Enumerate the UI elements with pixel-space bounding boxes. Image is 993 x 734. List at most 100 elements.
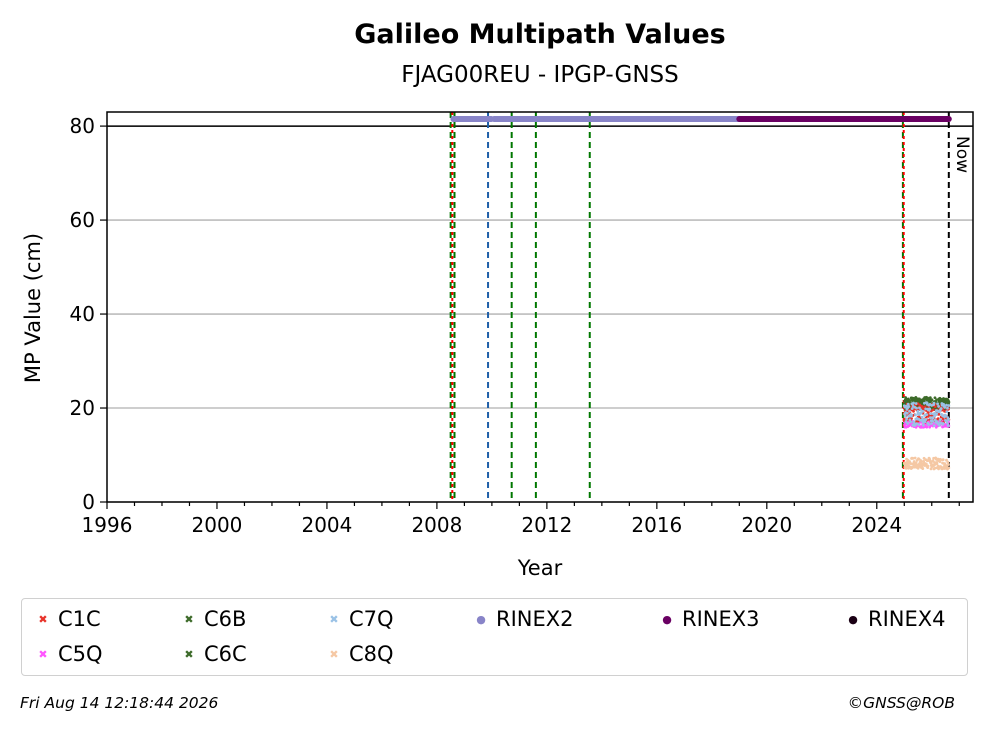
y-tick-label: 40 bbox=[70, 302, 95, 326]
mp-point bbox=[904, 466, 908, 470]
mp-point bbox=[928, 396, 932, 400]
mp-point bbox=[912, 396, 915, 400]
credit-text: ©GNSS@ROB bbox=[847, 694, 955, 712]
chart-subtitle: FJAG00REU - IPGP-GNSS bbox=[401, 62, 679, 88]
rinex-point bbox=[945, 116, 952, 123]
mp-point bbox=[904, 396, 907, 399]
timestamp-text: Fri Aug 14 12:18:44 2026 bbox=[20, 694, 219, 712]
mp-point bbox=[939, 458, 943, 462]
mp-point bbox=[919, 411, 923, 415]
mp-point bbox=[944, 414, 948, 418]
mp-point bbox=[939, 407, 943, 410]
dot-marker-icon: ● bbox=[662, 613, 672, 626]
legend-item: ✖ C5Q bbox=[36, 642, 103, 667]
multipath-chart: Galileo Multipath Values FJAG00REU - IPG… bbox=[21, 19, 974, 580]
mp-point bbox=[913, 456, 917, 460]
y-tick-label: 60 bbox=[70, 208, 95, 232]
x-tick-label: 2012 bbox=[521, 513, 572, 537]
mp-point bbox=[915, 422, 919, 426]
mp-point bbox=[906, 422, 909, 425]
mp-point bbox=[911, 456, 915, 460]
x-tick-label: 2008 bbox=[411, 513, 462, 537]
mp-point bbox=[918, 406, 921, 410]
mp-point bbox=[921, 409, 925, 413]
legend-label: C7Q bbox=[349, 607, 394, 631]
x-tick-label: 2000 bbox=[192, 513, 243, 537]
mp-point bbox=[945, 398, 949, 401]
mp-point bbox=[907, 405, 911, 408]
legend-label: C6B bbox=[204, 607, 247, 631]
y-tick-label: 80 bbox=[70, 114, 95, 138]
legend-item: ✖ C8Q bbox=[327, 642, 394, 667]
now-label: Now bbox=[952, 136, 972, 173]
mp-point bbox=[929, 422, 933, 425]
legend-item: ✖ C6B bbox=[182, 607, 246, 632]
mp-point bbox=[910, 407, 914, 411]
mp-point bbox=[926, 464, 930, 468]
y-tick-label: 0 bbox=[82, 490, 95, 514]
mp-point bbox=[914, 461, 918, 465]
dot-marker-icon: ● bbox=[476, 613, 486, 626]
mp-point bbox=[947, 400, 951, 404]
mp-point bbox=[910, 413, 913, 417]
mp-point bbox=[912, 409, 915, 413]
mp-point bbox=[935, 398, 939, 402]
mp-point bbox=[929, 467, 933, 471]
mp-point bbox=[945, 403, 948, 407]
mp-point bbox=[931, 416, 935, 420]
mp-point bbox=[926, 411, 930, 414]
mp-point bbox=[905, 417, 908, 421]
chart-title: Galileo Multipath Values bbox=[354, 19, 726, 50]
mp-point bbox=[906, 402, 910, 406]
mp-point bbox=[921, 467, 925, 470]
mp-point bbox=[937, 404, 940, 408]
mp-point bbox=[922, 423, 925, 427]
legend-item: ● RINEX3 bbox=[660, 607, 760, 632]
mp-point bbox=[937, 412, 941, 416]
mp-point bbox=[903, 414, 907, 418]
legend-item: ✖ C7Q bbox=[327, 607, 394, 632]
mp-point bbox=[946, 460, 950, 464]
event-lines: Now bbox=[449, 112, 972, 502]
legend-label: RINEX3 bbox=[682, 607, 760, 631]
mp-point bbox=[937, 423, 941, 427]
grid-lines bbox=[107, 125, 973, 503]
mp-point bbox=[915, 406, 918, 410]
mp-point bbox=[926, 396, 930, 400]
mp-point bbox=[941, 422, 945, 425]
x-tick-label: 2024 bbox=[851, 513, 902, 537]
legend-item: ✖ C6C bbox=[182, 642, 246, 667]
mp-point bbox=[914, 402, 918, 405]
cross-marker-icon: ✖ bbox=[329, 613, 339, 626]
cross-marker-icon: ✖ bbox=[184, 648, 194, 661]
mp-point bbox=[935, 420, 939, 423]
mp-point bbox=[930, 398, 934, 402]
mp-point bbox=[945, 421, 949, 424]
mp-point bbox=[908, 399, 911, 403]
legend-item: ✖ C1C bbox=[36, 607, 100, 632]
mp-point bbox=[904, 420, 908, 423]
x-tick-label: 2016 bbox=[631, 513, 682, 537]
mp-point bbox=[947, 466, 951, 470]
mp-point bbox=[946, 424, 950, 427]
mp-point bbox=[919, 408, 923, 412]
legend-label: C5Q bbox=[58, 642, 103, 666]
cross-marker-icon: ✖ bbox=[329, 648, 339, 661]
mp-point bbox=[912, 421, 916, 425]
mp-point bbox=[933, 405, 937, 408]
x-tick-label: 2020 bbox=[741, 513, 792, 537]
axes: 1996 2000 2004 2008 2012 2016 2020 2024 0 20 40 60 8… bbox=[70, 111, 974, 537]
legend-label: C8Q bbox=[349, 642, 394, 666]
legend-item: ● RINEX2 bbox=[474, 607, 573, 632]
mp-point bbox=[943, 406, 947, 409]
mp-point bbox=[928, 407, 932, 411]
mp-point bbox=[935, 462, 939, 466]
mp-point bbox=[924, 407, 928, 411]
mp-point bbox=[935, 412, 939, 416]
plot-frame bbox=[106, 111, 974, 503]
mp-point bbox=[933, 396, 937, 400]
mp-point bbox=[929, 412, 933, 416]
legend: ✖ C1C ✖ C6B ✖ C7Q ● RINEX2 ● RINEX3 ● RINEX4 ✖ C5Q ✖ C6… bbox=[21, 598, 968, 676]
mp-point bbox=[908, 409, 911, 413]
x-tick-label: 1996 bbox=[82, 513, 133, 537]
